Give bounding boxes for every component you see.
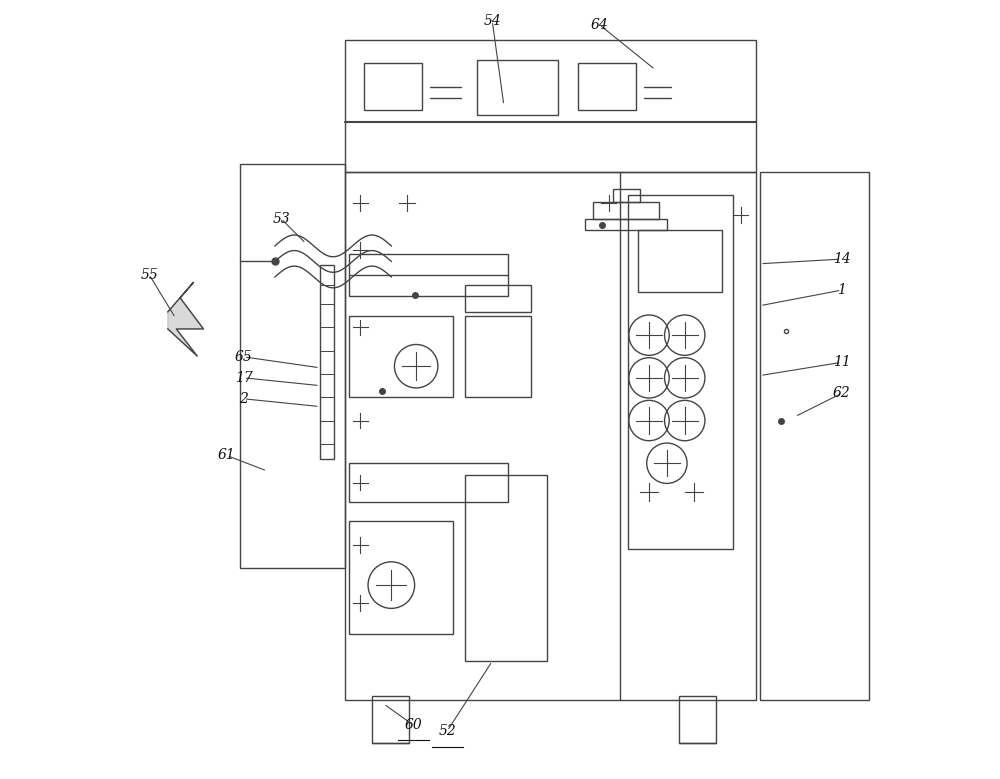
Text: 11: 11 [833, 355, 850, 369]
Text: 62: 62 [833, 386, 850, 400]
Bar [345, 41, 756, 172]
Bar [364, 63, 422, 110]
Text: 65: 65 [235, 350, 253, 364]
Bar [585, 219, 667, 231]
Text: 64: 64 [590, 18, 608, 32]
Text: 2: 2 [239, 392, 248, 406]
Bar [628, 196, 733, 548]
Text: 17: 17 [235, 371, 253, 385]
Bar [465, 475, 547, 661]
Text: 53: 53 [272, 212, 290, 226]
Bar [320, 266, 334, 460]
Bar [593, 202, 659, 219]
Text: 61: 61 [218, 449, 236, 463]
Text: 55: 55 [140, 268, 158, 282]
Bar [349, 521, 453, 634]
Text: 52: 52 [438, 724, 456, 738]
Bar [349, 254, 508, 296]
Bar [349, 315, 453, 397]
Polygon shape [168, 282, 203, 356]
Bar [349, 464, 508, 502]
Bar [372, 696, 409, 742]
Bar [578, 63, 636, 110]
Bar [465, 315, 531, 397]
Bar [345, 172, 756, 700]
Bar [679, 696, 716, 742]
Bar [465, 284, 531, 312]
Text: 54: 54 [483, 14, 501, 28]
Bar [638, 231, 722, 292]
Text: 1: 1 [837, 283, 846, 297]
Bar [240, 164, 345, 568]
Text: 14: 14 [833, 252, 850, 266]
Bar [613, 189, 640, 202]
Text: 60: 60 [404, 717, 422, 731]
Bar [477, 60, 558, 115]
Bar [760, 172, 869, 700]
